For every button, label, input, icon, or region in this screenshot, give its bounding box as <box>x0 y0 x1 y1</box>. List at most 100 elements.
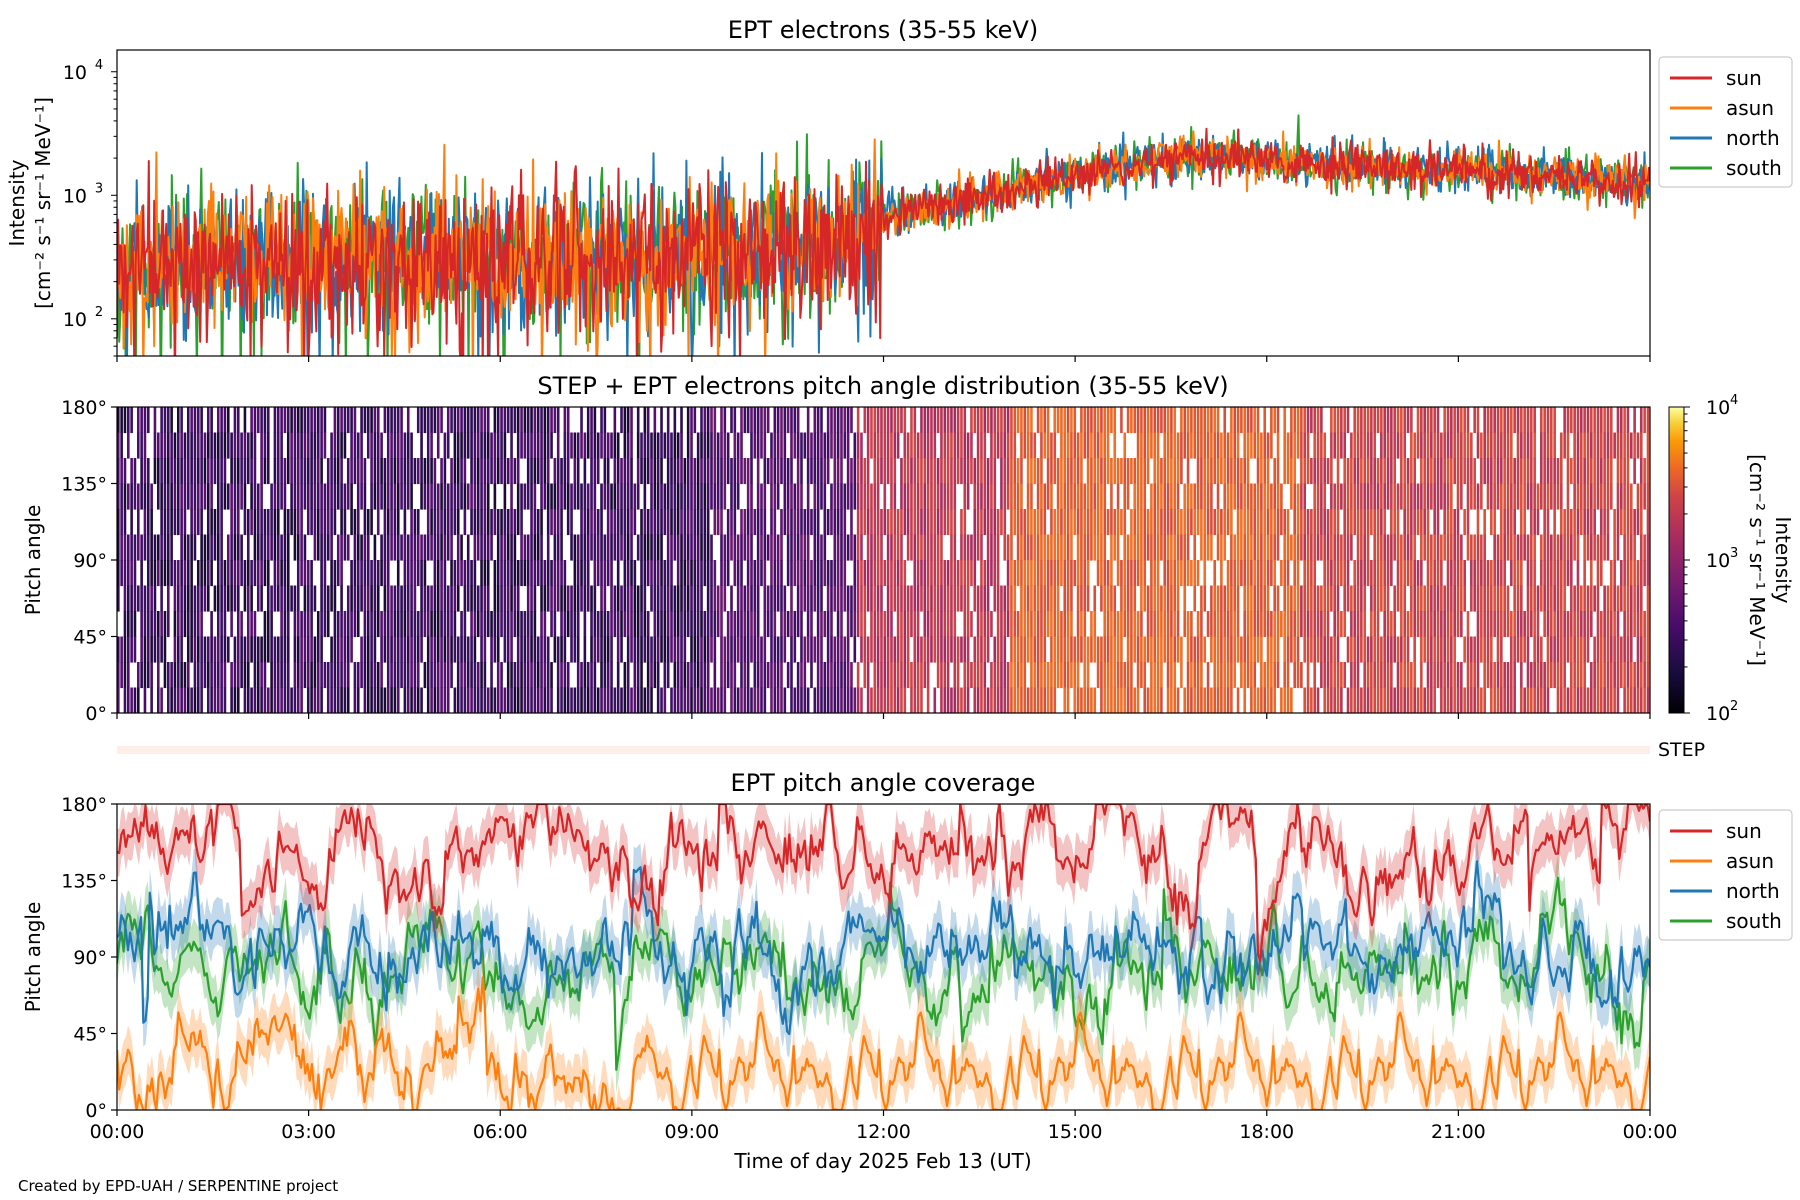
heatmap-cell <box>1143 407 1147 434</box>
heatmap-cell <box>486 509 490 536</box>
heatmap-cell <box>1156 534 1160 561</box>
heatmap-cell <box>310 483 313 510</box>
heatmap-cell <box>723 687 727 713</box>
heatmap-cell <box>1563 687 1566 713</box>
heatmap-cell <box>1226 687 1230 713</box>
heatmap-cell <box>1620 483 1623 510</box>
heatmap-cell <box>536 687 540 713</box>
heatmap-cell <box>1250 432 1253 459</box>
heatmap-cell <box>150 636 153 663</box>
heatmap-cell <box>880 407 883 434</box>
heatmap-cell <box>1390 407 1393 434</box>
heatmap-cell <box>266 687 270 713</box>
heatmap-cell <box>486 458 490 485</box>
heatmap-cell <box>230 585 233 612</box>
heatmap-cell <box>196 407 200 434</box>
heatmap-cell <box>1123 458 1127 485</box>
heatmap-cell <box>413 662 417 689</box>
heatmap-cell <box>803 509 807 536</box>
heatmap-cell <box>483 509 487 536</box>
heatmap-cell <box>1183 483 1187 510</box>
heatmap-cell <box>1036 509 1040 536</box>
heatmap-cell <box>1260 534 1263 561</box>
step-label: STEP <box>1658 739 1705 761</box>
heatmap-cell <box>1323 534 1326 561</box>
heatmap-cell <box>826 458 830 485</box>
heatmap-cell <box>1483 662 1486 689</box>
heatmap-cell <box>853 585 857 612</box>
heatmap-cell <box>1133 560 1137 587</box>
heatmap-cell <box>166 509 170 536</box>
heatmap-cell <box>403 662 407 689</box>
heatmap-cell <box>646 534 650 561</box>
heatmap-cell <box>1423 407 1426 434</box>
heatmap-cell <box>1303 432 1307 459</box>
heatmap-cell <box>1266 636 1270 663</box>
heatmap-cell <box>1526 560 1530 587</box>
heatmap-cell <box>1626 662 1630 689</box>
heatmap-cell <box>576 687 580 713</box>
heatmap-cell <box>1310 611 1313 638</box>
heatmap-cell <box>616 636 620 663</box>
heatmap-cell <box>870 534 873 561</box>
heatmap-cell <box>223 636 227 663</box>
heatmap-cell <box>343 534 347 561</box>
heatmap-cell <box>1403 687 1406 713</box>
heatmap-cell <box>560 585 563 612</box>
heatmap-cell <box>630 483 633 510</box>
heatmap-cell <box>910 534 913 561</box>
heatmap-cell <box>1173 560 1177 587</box>
heatmap-cell <box>166 687 170 713</box>
heatmap-cell <box>386 560 390 587</box>
heatmap-cell <box>1570 407 1573 434</box>
heatmap-cell <box>900 534 903 561</box>
heatmap-cell <box>1493 687 1496 713</box>
heatmap-cell <box>383 509 387 536</box>
heatmap-cell <box>1340 432 1343 459</box>
heatmap-cell <box>1576 585 1580 612</box>
heatmap-cell <box>1420 432 1423 459</box>
heatmap-cell <box>546 687 550 713</box>
heatmap-cell <box>896 534 900 561</box>
heatmap-cell <box>886 407 890 434</box>
heatmap-cell <box>886 585 890 612</box>
heatmap-cell <box>773 534 777 561</box>
heatmap-cell <box>150 687 153 713</box>
heatmap-cell <box>1576 662 1580 689</box>
heatmap-cell <box>1110 534 1113 561</box>
heatmap-cell <box>416 636 420 663</box>
heatmap-cell <box>773 560 777 587</box>
heatmap-cell <box>1566 407 1570 434</box>
heatmap-cell <box>206 458 210 485</box>
heatmap-cell <box>1530 483 1533 510</box>
heatmap-cell <box>1203 432 1207 459</box>
heatmap-cell <box>173 611 177 638</box>
heatmap-cell <box>1413 611 1416 638</box>
heatmap-cell <box>670 458 673 485</box>
heatmap-cell <box>1336 483 1340 510</box>
heatmap-cell <box>340 636 343 663</box>
heatmap-cell <box>540 483 543 510</box>
heatmap-cell <box>423 534 427 561</box>
heatmap-cell <box>353 407 357 434</box>
heatmap-cell <box>1386 611 1390 638</box>
heatmap-cell <box>806 687 810 713</box>
heatmap-cell <box>1313 687 1317 713</box>
heatmap-cell <box>690 534 693 561</box>
heatmap-cell <box>1160 534 1163 561</box>
heatmap-cell <box>1336 636 1340 663</box>
heatmap-cell <box>600 585 603 612</box>
heatmap-cell <box>400 483 403 510</box>
heatmap-cell <box>1166 560 1170 587</box>
heatmap-cell <box>1530 458 1533 485</box>
heatmap-cell <box>1020 509 1023 536</box>
heatmap-cell <box>410 534 413 561</box>
heatmap-cell <box>1263 560 1267 587</box>
heatmap-cell <box>530 407 533 434</box>
heatmap-cell <box>1580 432 1583 459</box>
heatmap-cell <box>310 509 313 536</box>
heatmap-cell <box>366 662 370 689</box>
heatmap-cell <box>293 611 297 638</box>
heatmap-cell <box>1040 636 1043 663</box>
